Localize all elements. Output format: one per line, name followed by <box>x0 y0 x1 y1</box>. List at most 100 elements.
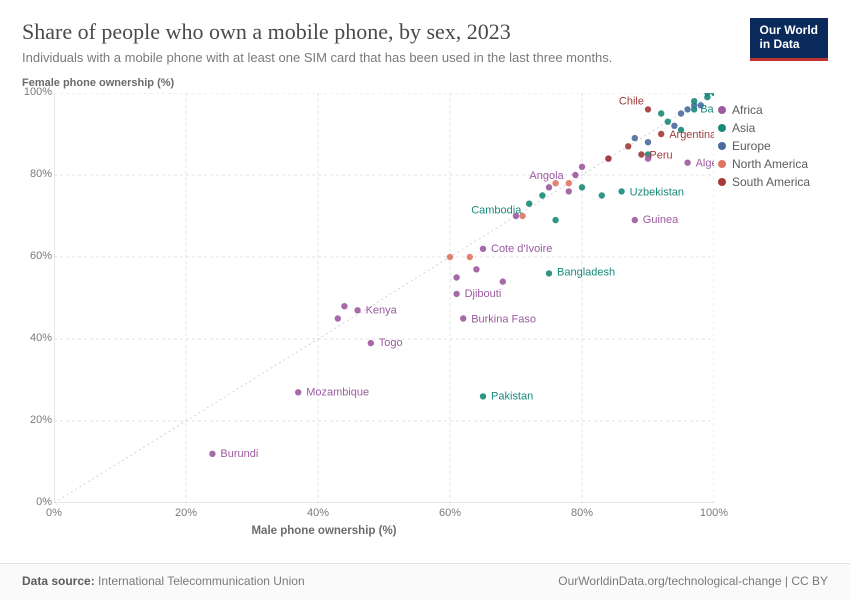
data-point <box>678 110 684 116</box>
data-point <box>467 253 473 259</box>
data-point <box>526 200 532 206</box>
point-label: Uzbekistan <box>630 186 684 198</box>
point-label: Kenya <box>366 304 398 316</box>
data-point <box>579 163 585 169</box>
point-label: Chile <box>619 95 644 107</box>
data-point <box>552 216 558 222</box>
data-source: Data source: International Telecommunica… <box>22 574 305 588</box>
legend-swatch <box>718 142 726 150</box>
legend: Africa Asia Europe North America South Ameri… <box>718 103 828 193</box>
legend-item[interactable]: South America <box>718 175 828 189</box>
legend-swatch <box>718 160 726 168</box>
legend-label: North America <box>732 157 808 171</box>
data-point <box>539 192 545 198</box>
point-label: Burundi <box>220 447 258 459</box>
point-label: Angola <box>529 170 564 182</box>
legend-label: Africa <box>732 103 763 117</box>
owid-logo: Our World in Data <box>750 18 828 61</box>
source-value: International Telecommunication Union <box>98 574 305 588</box>
point-label: Guinea <box>643 214 679 226</box>
point-label: Mozambique <box>306 386 369 398</box>
data-point <box>513 212 519 218</box>
data-point <box>460 315 466 321</box>
data-point <box>453 274 459 280</box>
point-label: Peru <box>649 149 672 161</box>
chart-subtitle: Individuals with a mobile phone with at … <box>22 50 750 65</box>
header: Share of people who own a mobile phone, … <box>22 18 828 65</box>
data-point <box>480 245 486 251</box>
data-point <box>645 155 651 161</box>
data-point <box>566 180 572 186</box>
data-point <box>368 339 374 345</box>
footer: Data source: International Telecommunica… <box>0 563 850 600</box>
data-point <box>678 126 684 132</box>
legend-swatch <box>718 178 726 186</box>
data-point <box>500 278 506 284</box>
data-point <box>618 188 624 194</box>
data-point <box>546 184 552 190</box>
data-point <box>453 290 459 296</box>
data-point <box>447 253 453 259</box>
y-tick: 20% <box>12 414 52 426</box>
legend-swatch <box>718 124 726 132</box>
legend-swatch <box>718 106 726 114</box>
legend-item[interactable]: Europe <box>718 139 828 153</box>
data-point <box>519 212 525 218</box>
data-point <box>579 184 585 190</box>
point-label: Algeria <box>696 157 714 169</box>
scatter-plot: BurundiMozambiqueTogoKenyaBurkina FasoDj… <box>54 93 714 503</box>
y-tick: 100% <box>12 86 52 98</box>
legend-item[interactable]: Asia <box>718 121 828 135</box>
y-tick: 40% <box>12 332 52 344</box>
data-point <box>691 106 697 112</box>
data-point <box>671 122 677 128</box>
data-point <box>473 266 479 272</box>
data-point <box>625 143 631 149</box>
data-point <box>335 315 341 321</box>
chart-frame: Share of people who own a mobile phone, … <box>0 0 850 600</box>
x-tick: 60% <box>430 507 470 519</box>
point-label: Cote d'Ivoire <box>491 242 552 254</box>
y-tick: 80% <box>12 168 52 180</box>
legend-item[interactable]: Africa <box>718 103 828 117</box>
data-point <box>566 188 572 194</box>
data-point <box>209 450 215 456</box>
x-tick: 40% <box>298 507 338 519</box>
chart-title: Share of people who own a mobile phone, … <box>22 18 750 46</box>
data-point <box>632 134 638 140</box>
data-point <box>684 159 690 165</box>
data-point <box>572 171 578 177</box>
point-label: Argentina <box>669 129 714 141</box>
point-label: Burkina Faso <box>471 313 536 325</box>
data-point <box>645 106 651 112</box>
chart-area: Female phone ownership (%) BurundiMozamb… <box>22 79 828 547</box>
point-label: Djibouti <box>465 287 502 299</box>
data-point <box>691 98 697 104</box>
data-point <box>645 139 651 145</box>
x-tick: 20% <box>166 507 206 519</box>
data-point <box>638 151 644 157</box>
legend-label: South America <box>732 175 810 189</box>
legend-label: Europe <box>732 139 771 153</box>
x-tick: 80% <box>562 507 602 519</box>
data-point <box>341 303 347 309</box>
data-point <box>658 110 664 116</box>
data-point <box>599 192 605 198</box>
data-point <box>684 106 690 112</box>
data-point <box>658 130 664 136</box>
data-point <box>354 307 360 313</box>
data-point <box>698 102 704 108</box>
point-label: Bangladesh <box>557 266 615 278</box>
x-axis-title: Male phone ownership (%) <box>0 525 654 537</box>
title-block: Share of people who own a mobile phone, … <box>22 18 750 65</box>
data-point <box>546 270 552 276</box>
data-point <box>665 118 671 124</box>
y-tick: 60% <box>12 250 52 262</box>
source-label: Data source: <box>22 574 95 588</box>
legend-item[interactable]: North America <box>718 157 828 171</box>
data-point <box>295 389 301 395</box>
x-tick: 100% <box>694 507 734 519</box>
data-point <box>480 393 486 399</box>
data-point <box>552 180 558 186</box>
legend-label: Asia <box>732 121 755 135</box>
